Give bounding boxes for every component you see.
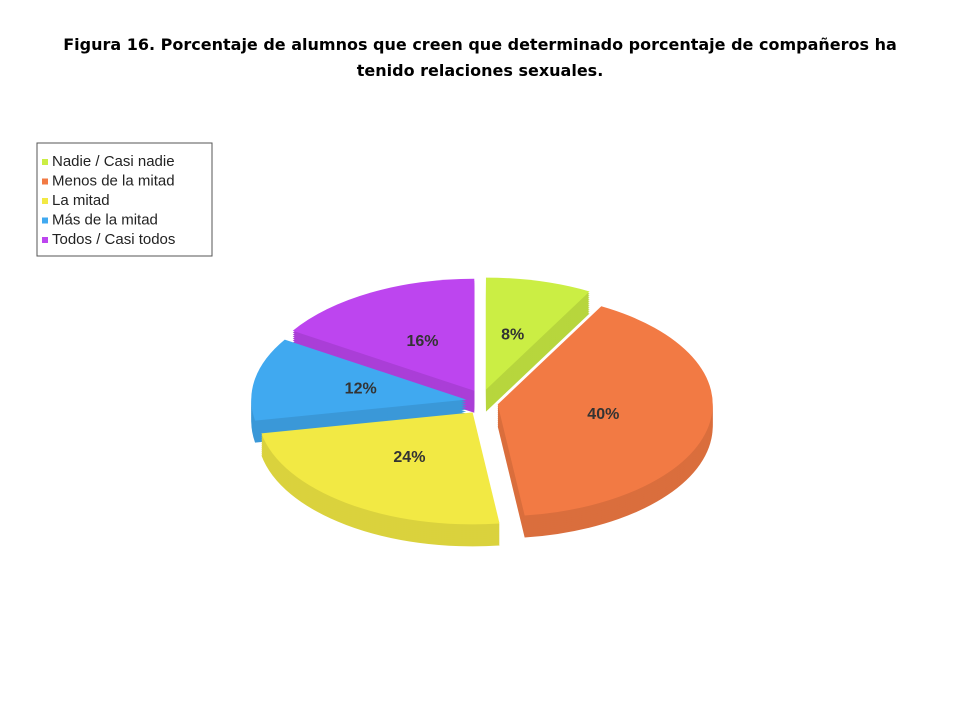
slice bbox=[497, 306, 713, 516]
data-label: 40% bbox=[587, 406, 619, 423]
chart-title: Figura 16. Porcentaje de alumnos que cre… bbox=[63, 35, 897, 80]
slice bbox=[251, 339, 467, 421]
legend-swatch bbox=[42, 159, 48, 165]
slice bbox=[261, 412, 500, 525]
legend-swatch bbox=[42, 217, 48, 224]
data-label: 24% bbox=[393, 449, 425, 466]
legend-swatch bbox=[42, 198, 48, 204]
legend-swatch bbox=[42, 178, 48, 185]
slice bbox=[485, 277, 590, 390]
legend-swatch bbox=[42, 237, 48, 243]
legend-label: Más de la mitad bbox=[52, 211, 158, 228]
data-label: 12% bbox=[345, 380, 377, 397]
legend-label: Todos / Casi todos bbox=[52, 231, 175, 248]
legend-label: Menos de la mitad bbox=[52, 172, 175, 189]
legend-label: La mitad bbox=[52, 192, 110, 209]
data-label: 8% bbox=[501, 327, 524, 344]
data-label: 16% bbox=[406, 333, 438, 350]
legend-box bbox=[36, 142, 213, 257]
slice bbox=[292, 278, 475, 391]
legend-label: Nadie / Casi nadie bbox=[52, 153, 175, 170]
